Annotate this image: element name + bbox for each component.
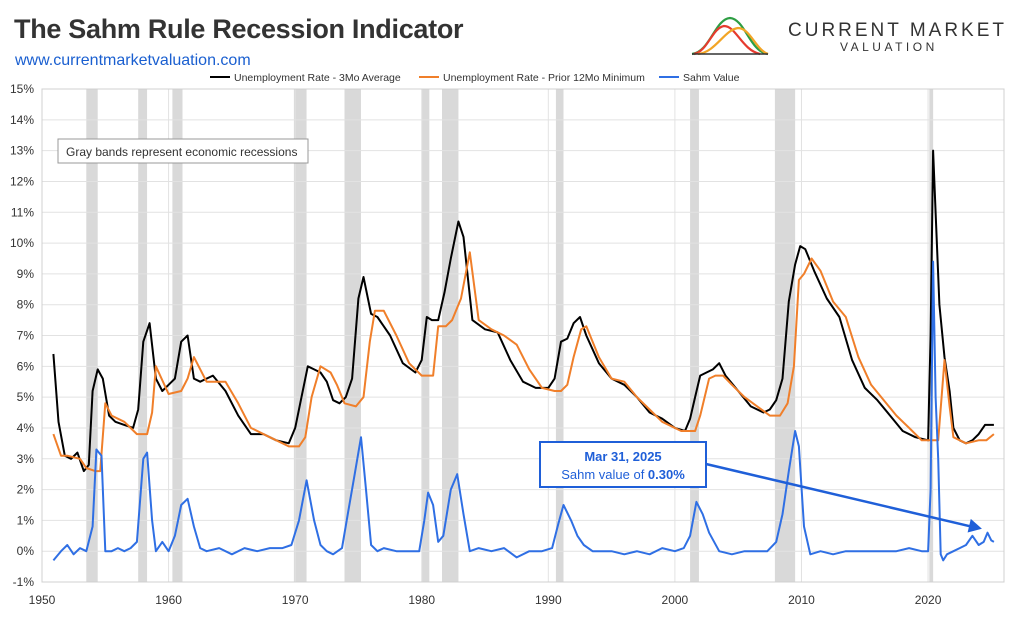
series-lines <box>52 149 995 562</box>
plot-frame <box>41 88 1005 583</box>
y-tick-label: 4% <box>17 421 35 435</box>
y-tick-label: 8% <box>17 298 35 312</box>
annotation-date: Mar 31, 2025 <box>584 449 661 464</box>
x-tick-label: 1960 <box>155 593 182 607</box>
annotation-arrowhead <box>967 518 982 533</box>
y-tick-label: -1% <box>13 575 35 589</box>
website-link[interactable]: www.currentmarketvaluation.com <box>15 52 251 69</box>
y-tick-label: 12% <box>10 174 34 188</box>
y-tick-label: 0% <box>17 544 35 558</box>
grid-lines <box>41 88 1005 583</box>
y-tick-label: 1% <box>17 513 35 527</box>
band-note: Gray bands represent economic recessions <box>57 138 309 164</box>
x-tick-label: 1970 <box>282 593 309 607</box>
y-tick-label: 10% <box>10 236 34 250</box>
annotation: Mar 31, 2025 Sahm value of 0.30% <box>539 441 982 533</box>
x-tick-label: 1980 <box>408 593 435 607</box>
series-line-2 <box>52 251 995 473</box>
chart-title: The Sahm Rule Recession Indicator <box>14 14 464 44</box>
band-note-text: Gray bands represent economic recessions <box>66 145 297 159</box>
legend-label: Unemployment Rate - 3Mo Average <box>234 72 401 84</box>
y-axis-ticks: -1% 0% 1% 2% 3% 4% 5% 6% 7% 8% 9% 10% 11% 12% 13% 14% 15… <box>10 82 34 589</box>
y-tick-label: 11% <box>11 205 34 219</box>
x-axis-ticks: 1950 1960 1970 1980 1990 2000 2010 2020 <box>29 593 942 607</box>
x-tick-label: 2020 <box>915 593 942 607</box>
y-tick-label: 7% <box>17 329 35 343</box>
annotation-arrow <box>705 462 973 528</box>
brand-sub: VALUATION <box>840 40 938 54</box>
y-tick-label: 15% <box>10 82 34 96</box>
y-tick-label: 9% <box>17 267 35 281</box>
legend-label: Sahm Value <box>683 72 740 84</box>
annotation-text: Sahm value of 0.30% <box>561 467 685 482</box>
y-tick-label: 14% <box>10 113 34 127</box>
y-tick-label: 2% <box>17 483 35 497</box>
y-tick-label: 5% <box>17 390 35 404</box>
legend-label: Unemployment Rate - Prior 12Mo Minimum <box>443 72 645 84</box>
y-tick-label: 6% <box>17 359 35 373</box>
series-line-3 <box>52 260 995 562</box>
bell-curve-logo-icon <box>691 16 769 56</box>
x-tick-label: 2010 <box>788 593 815 607</box>
brand-name: CURRENT MARKET <box>788 20 1007 41</box>
legend: Unemployment Rate - 3Mo Average Unemploym… <box>210 72 740 84</box>
series-line-1 <box>52 149 994 473</box>
band-note-box <box>57 138 309 164</box>
y-tick-label: 13% <box>10 144 34 158</box>
x-tick-label: 1990 <box>535 593 562 607</box>
x-tick-label: 1950 <box>29 593 56 607</box>
x-tick-label: 2000 <box>662 593 689 607</box>
y-tick-label: 3% <box>17 452 35 466</box>
